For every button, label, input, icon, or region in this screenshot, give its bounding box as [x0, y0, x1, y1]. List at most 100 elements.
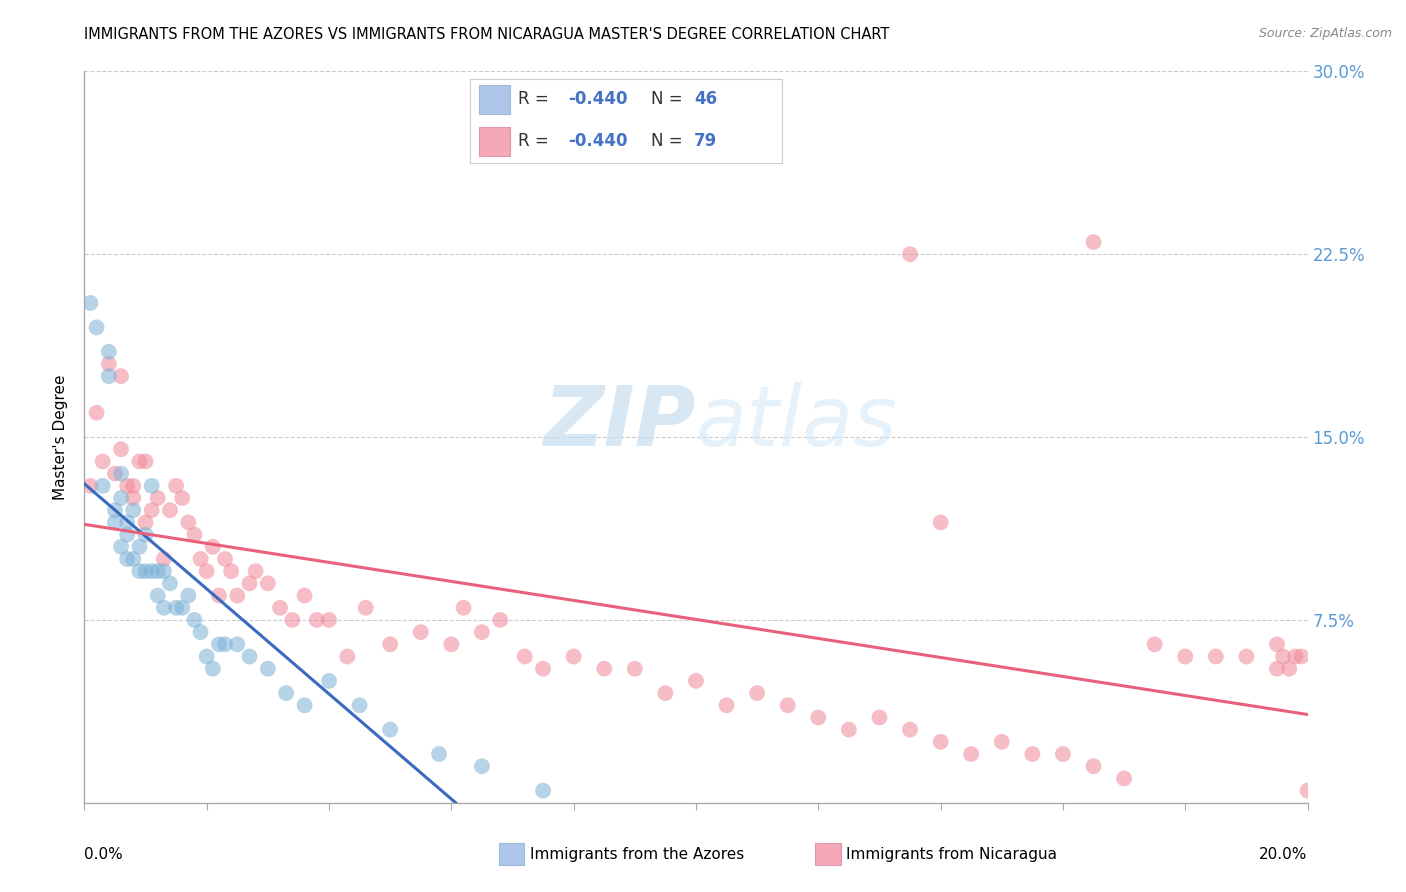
Point: [1236, 649, 1258, 664]
Point: [122, 503, 145, 517]
Point: [135, 527, 157, 541]
Point: [654, 686, 676, 700]
Point: [1021, 747, 1043, 761]
Point: [146, 491, 169, 505]
Point: [257, 576, 280, 591]
Point: [238, 649, 260, 664]
Point: [165, 600, 187, 615]
Point: [898, 247, 921, 261]
Point: [195, 649, 218, 664]
Text: 20.0%: 20.0%: [1260, 847, 1308, 862]
Point: [531, 783, 554, 797]
Point: [115, 552, 138, 566]
Point: [79, 296, 101, 310]
Point: [869, 710, 891, 724]
Point: [471, 625, 494, 640]
Point: [219, 564, 242, 578]
Point: [1291, 649, 1313, 664]
Point: [991, 735, 1014, 749]
Point: [269, 600, 291, 615]
Point: [190, 625, 212, 640]
Point: [201, 662, 224, 676]
Point: [281, 613, 304, 627]
Point: [776, 698, 799, 713]
Point: [177, 589, 200, 603]
Point: [1205, 649, 1227, 664]
Point: [104, 503, 127, 517]
Point: [97, 344, 120, 359]
Point: [190, 552, 212, 566]
Point: [489, 613, 512, 627]
Point: [471, 759, 494, 773]
Point: [807, 710, 830, 724]
Point: [294, 589, 316, 603]
Point: [427, 747, 450, 761]
Text: Immigrants from Nicaragua: Immigrants from Nicaragua: [846, 847, 1057, 862]
Point: [104, 467, 127, 481]
Point: [226, 589, 249, 603]
Point: [146, 589, 169, 603]
Point: [110, 491, 132, 505]
Text: Source: ZipAtlas.com: Source: ZipAtlas.com: [1258, 27, 1392, 40]
Point: [440, 637, 463, 651]
Point: [201, 540, 224, 554]
Point: [195, 564, 218, 578]
Point: [110, 442, 132, 457]
Point: [1052, 747, 1074, 761]
Point: [305, 613, 328, 627]
Point: [141, 564, 163, 578]
Point: [929, 516, 952, 530]
Point: [593, 662, 616, 676]
Point: [1083, 235, 1105, 249]
Point: [276, 686, 298, 700]
Text: IMMIGRANTS FROM THE AZORES VS IMMIGRANTS FROM NICARAGUA MASTER'S DEGREE CORRELAT: IMMIGRANTS FROM THE AZORES VS IMMIGRANTS…: [84, 27, 890, 42]
Point: [716, 698, 738, 713]
Text: Immigrants from the Azores: Immigrants from the Azores: [530, 847, 744, 862]
Point: [214, 552, 236, 566]
Point: [115, 516, 138, 530]
Point: [380, 723, 402, 737]
Point: [115, 527, 138, 541]
Point: [453, 600, 475, 615]
Point: [183, 527, 205, 541]
Point: [153, 600, 176, 615]
Point: [318, 613, 340, 627]
Point: [165, 479, 187, 493]
Point: [208, 637, 231, 651]
Point: [685, 673, 707, 688]
Point: [294, 698, 316, 713]
Point: [104, 516, 127, 530]
Point: [1143, 637, 1166, 651]
Point: [110, 467, 132, 481]
Point: [1174, 649, 1197, 664]
Point: [1278, 662, 1301, 676]
Text: 0.0%: 0.0%: [84, 847, 124, 862]
Point: [135, 516, 157, 530]
Point: [1272, 649, 1295, 664]
Point: [336, 649, 359, 664]
Point: [135, 564, 157, 578]
Point: [86, 320, 108, 334]
Point: [183, 613, 205, 627]
Point: [838, 723, 860, 737]
Point: [1265, 662, 1288, 676]
Point: [226, 637, 249, 651]
Point: [135, 454, 157, 468]
Point: [208, 589, 231, 603]
Point: [86, 406, 108, 420]
Point: [238, 576, 260, 591]
Point: [1296, 783, 1319, 797]
Point: [97, 369, 120, 384]
Point: [245, 564, 267, 578]
Point: [91, 479, 114, 493]
Point: [110, 369, 132, 384]
Point: [409, 625, 432, 640]
Point: [159, 503, 181, 517]
Point: [146, 564, 169, 578]
Point: [349, 698, 371, 713]
Point: [214, 637, 236, 651]
Point: [1265, 637, 1288, 651]
Text: atlas: atlas: [696, 382, 897, 463]
Point: [97, 357, 120, 371]
Point: [128, 540, 150, 554]
